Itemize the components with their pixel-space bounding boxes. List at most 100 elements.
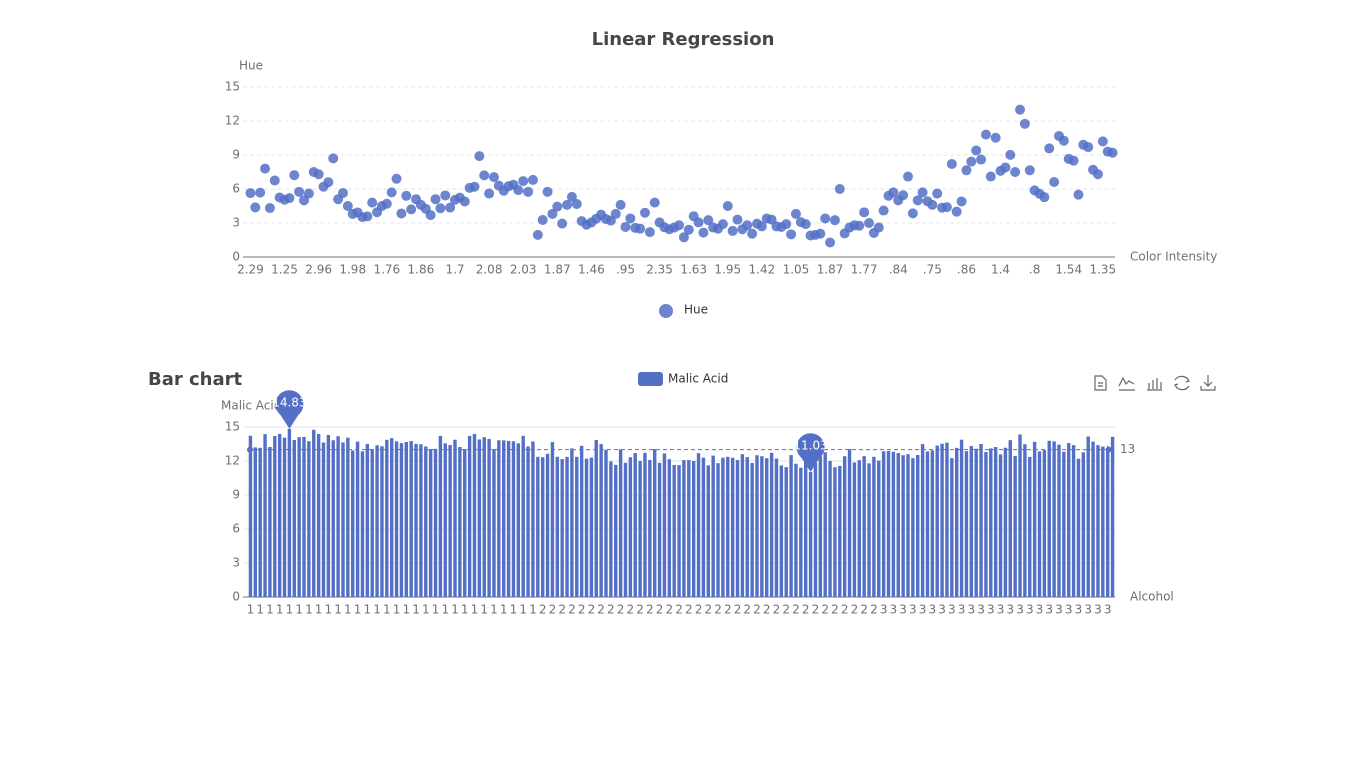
bar: [662, 453, 667, 597]
scatter-point: [956, 196, 967, 207]
scatter-point: [756, 221, 767, 232]
bar: [467, 435, 472, 597]
x-tick-label: 1: [451, 603, 459, 617]
scatter-point: [1073, 189, 1084, 200]
bar: [360, 451, 365, 597]
legend-symbol[interactable]: [638, 372, 663, 386]
legend-symbol[interactable]: [659, 304, 673, 318]
x-tick-label: 1: [519, 603, 527, 617]
bar: [828, 461, 832, 597]
scatter-point: [678, 232, 689, 243]
bar: [297, 437, 301, 597]
x-tick-label: 1.98: [339, 263, 366, 277]
bar: [579, 445, 584, 597]
legend-text[interactable]: Hue: [684, 303, 708, 317]
scatter-point: [362, 211, 373, 222]
scatter-point: [396, 208, 407, 219]
bar: [847, 449, 852, 597]
y-axis-name: Malic Acid: [221, 399, 281, 413]
bar: [862, 456, 866, 597]
bar: [911, 458, 915, 597]
bar: [453, 439, 457, 597]
restore-button[interactable]: [1174, 375, 1190, 391]
bar: [258, 447, 262, 597]
x-tick-label: 2: [734, 603, 742, 617]
scatter-point: [1049, 176, 1060, 187]
bar: [1110, 436, 1115, 597]
x-tick-label: 3: [919, 603, 927, 617]
x-tick-label: 1: [344, 603, 352, 617]
bar-button[interactable]: [1147, 378, 1162, 391]
x-tick-label: 2.96: [305, 263, 332, 277]
scatter-point: [1039, 192, 1050, 203]
x-tick-label: 3: [1094, 603, 1102, 617]
scatter-point: [976, 154, 987, 165]
x-tick-label: 1.35: [1089, 263, 1116, 277]
scatter-point: [245, 188, 256, 199]
bar: [760, 456, 764, 597]
scatter-point: [800, 219, 811, 230]
scatter-point: [552, 201, 563, 212]
x-tick-label: 2: [704, 603, 712, 617]
scatter-point: [693, 217, 704, 228]
bar: [409, 441, 413, 597]
x-tick-label: 3: [1036, 603, 1044, 617]
scatter-point: [985, 171, 996, 182]
scatter-point: [323, 177, 334, 188]
save-button[interactable]: [1200, 375, 1216, 391]
scatter-point: [864, 218, 875, 228]
bar: [945, 442, 949, 597]
bar: [594, 439, 598, 597]
bar: [940, 443, 944, 597]
x-tick-label: 3: [1016, 603, 1024, 617]
bar: [609, 461, 613, 597]
chart-title: Linear Regression: [592, 29, 775, 50]
legend-text[interactable]: Malic Acid: [668, 372, 728, 386]
x-tick-label: 2.08: [476, 263, 503, 277]
x-tick-label: 1: [529, 603, 537, 617]
x-tick-label: 2: [607, 603, 615, 617]
scatter-point: [1005, 149, 1016, 160]
bar: [998, 454, 1003, 597]
bar: [584, 458, 589, 597]
scatter-point: [854, 220, 865, 231]
bar: [526, 446, 530, 597]
data-view-button[interactable]: [1094, 375, 1107, 391]
bar: [1042, 450, 1047, 597]
scatter-point: [562, 199, 573, 210]
bar: [638, 461, 642, 597]
bar: [1037, 451, 1042, 597]
x-tick-label: 1: [364, 603, 372, 617]
x-tick-label: 3: [997, 603, 1005, 617]
bar: [404, 441, 409, 597]
x-tick-label: 1: [325, 603, 333, 617]
scatter-point: [1083, 142, 1094, 153]
x-tick-label: 3: [890, 603, 898, 617]
bar: [969, 446, 974, 597]
x-tick-label: 2: [724, 603, 732, 617]
bar: [477, 439, 482, 597]
bar: [1008, 440, 1012, 597]
x-tick-label: 2: [675, 603, 683, 617]
scatter-point: [825, 237, 836, 248]
scatter-point: [674, 220, 685, 231]
scatter-point: [1107, 147, 1118, 158]
bar: [959, 439, 964, 597]
bar: [287, 428, 292, 597]
bar: [784, 467, 788, 597]
scatter-point: [683, 224, 694, 235]
x-tick-label: 1.77: [851, 263, 878, 277]
scatter-point: [264, 203, 275, 214]
line-button[interactable]: [1118, 376, 1135, 391]
bar: [1081, 452, 1086, 597]
scatter-point: [488, 172, 499, 183]
bar: [818, 456, 823, 597]
y-axis-name: Hue: [239, 59, 263, 73]
bar: [823, 452, 827, 597]
bar: [351, 450, 355, 597]
bar: [804, 460, 808, 597]
y-tick-label: 15: [225, 80, 240, 94]
bar: [394, 441, 399, 597]
scatter-point: [328, 153, 339, 164]
scatter-point: [980, 129, 991, 140]
